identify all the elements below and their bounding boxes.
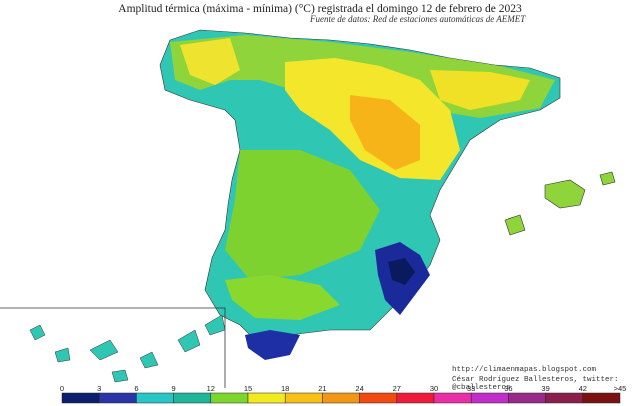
region-center-green xyxy=(225,150,380,280)
legend-tick-label: 33 xyxy=(467,384,475,393)
legend-tick-label: 27 xyxy=(393,384,401,393)
legend-swatch xyxy=(433,392,472,404)
legend-tick-label: 15 xyxy=(244,384,252,393)
legend-swatch xyxy=(284,392,323,404)
legend-swatch xyxy=(359,392,398,404)
legend-tick-label: 30 xyxy=(430,384,438,393)
legend-tick-label: 24 xyxy=(355,384,363,393)
legend-tick-label: 9 xyxy=(172,384,176,393)
credit-url: http://climaenmapas.blogspot.com xyxy=(452,366,597,374)
map-subtitle: Fuente de datos: Red de estaciones autom… xyxy=(310,14,526,24)
legend-tick-label: 42 xyxy=(579,384,587,393)
legend-tick-label: 3 xyxy=(97,384,101,393)
credit-author: César Rodríguez Ballesteros, twitter: @c… xyxy=(452,376,619,392)
canary-islands xyxy=(29,314,226,383)
region-iberico-orange xyxy=(350,95,420,170)
legend-swatch xyxy=(396,392,435,404)
legend-swatch xyxy=(470,392,509,404)
legend-swatch xyxy=(545,392,584,404)
region-southeast-navy xyxy=(388,258,415,285)
region-guadalquivir-green xyxy=(225,275,340,320)
legend-swatch xyxy=(173,392,212,404)
region-ebro-yellow xyxy=(430,70,530,110)
legend-tick-label: 21 xyxy=(318,384,326,393)
legend-tick-label: 36 xyxy=(504,384,512,393)
legend-tick-label: 12 xyxy=(207,384,215,393)
legend-swatch xyxy=(98,392,137,404)
legend-swatch xyxy=(136,392,174,404)
legend-swatch xyxy=(582,392,621,404)
legend-tick-label: 0 xyxy=(60,384,64,393)
legend-swatch xyxy=(508,392,546,404)
region-galicia-yellow xyxy=(180,38,240,85)
legend-swatch xyxy=(322,392,360,404)
balearic-islands xyxy=(504,171,616,236)
legend-tick-label: 39 xyxy=(541,384,549,393)
legend-tick-label: 18 xyxy=(281,384,289,393)
legend-swatch xyxy=(61,392,100,404)
map-title: Amplitud térmica (máxima - mínima) (°C) … xyxy=(118,3,522,15)
legend-tick-label: 6 xyxy=(134,384,138,393)
legend-swatch xyxy=(247,392,286,404)
region-south-coast-blue xyxy=(245,330,300,360)
legend-tick-label: >45 xyxy=(614,384,627,393)
legend-swatch xyxy=(210,392,249,404)
canary-inset-frame xyxy=(0,307,226,388)
